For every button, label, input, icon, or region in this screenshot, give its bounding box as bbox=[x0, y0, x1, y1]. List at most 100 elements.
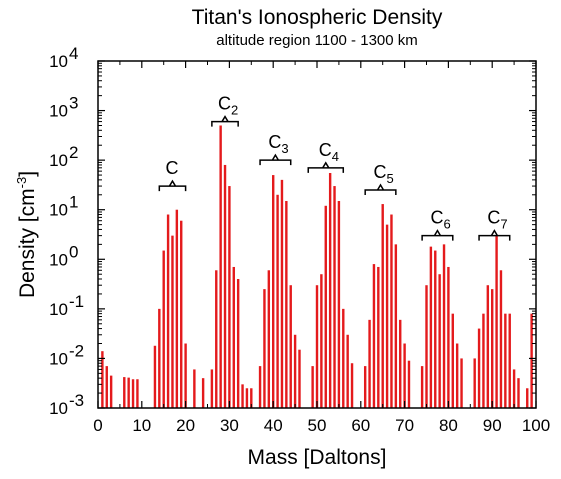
x-tick-label: 70 bbox=[395, 416, 414, 435]
bar-mass-46 bbox=[298, 349, 301, 408]
group-bracket bbox=[364, 183, 397, 195]
bar-mass-13 bbox=[153, 345, 157, 408]
bar-mass-9 bbox=[136, 379, 139, 408]
bar-mass-2 bbox=[105, 366, 108, 408]
bar-mass-18 bbox=[175, 209, 179, 408]
x-tick-label: 90 bbox=[483, 416, 502, 435]
bar-mass-50 bbox=[315, 285, 319, 408]
bar-mass-51 bbox=[320, 274, 323, 408]
x-tick-label: 40 bbox=[264, 416, 283, 435]
bar-mass-80 bbox=[447, 266, 450, 408]
group-label-subscript: 7 bbox=[500, 217, 507, 232]
bar-mass-29 bbox=[223, 164, 227, 408]
x-tick-label: 50 bbox=[308, 416, 327, 435]
y-axis-title-sup: -3 bbox=[14, 177, 29, 189]
y-tick-exponent: 3 bbox=[69, 94, 78, 113]
bar-mass-39 bbox=[267, 270, 271, 408]
bar-mass-34 bbox=[245, 388, 249, 408]
bar-mass-7 bbox=[127, 377, 130, 408]
group-bracket bbox=[421, 229, 454, 241]
bar-mass-74 bbox=[420, 366, 424, 408]
bar-mass-40 bbox=[272, 175, 275, 408]
bar-mass-16 bbox=[166, 214, 170, 408]
bar-mass-77 bbox=[434, 250, 437, 408]
group-label: C7 bbox=[487, 208, 507, 232]
bar-mass-95 bbox=[512, 369, 516, 408]
bar-mass-1 bbox=[101, 351, 104, 408]
bar-mass-8 bbox=[131, 379, 135, 408]
bar-mass-49 bbox=[311, 366, 314, 408]
x-tick-label: 20 bbox=[176, 416, 195, 435]
bar-mass-65 bbox=[381, 204, 384, 408]
bar-mass-83 bbox=[460, 358, 463, 408]
bar-mass-15 bbox=[162, 250, 165, 408]
bar-mass-68 bbox=[394, 244, 398, 408]
bar-mass-55 bbox=[337, 200, 341, 408]
bar-mass-99 bbox=[530, 313, 533, 408]
y-axis-title-end: ] bbox=[16, 171, 39, 177]
bar-mass-31 bbox=[232, 266, 235, 408]
group-bracket bbox=[307, 161, 345, 173]
bar-mass-82 bbox=[455, 343, 459, 408]
bar-mass-57 bbox=[346, 334, 349, 408]
bar-mass-70 bbox=[403, 343, 406, 408]
bar-mass-91 bbox=[495, 235, 498, 408]
group-label-subscript: 2 bbox=[231, 103, 238, 118]
group-label: C3 bbox=[268, 132, 288, 156]
bar-mass-17 bbox=[171, 235, 174, 408]
bar-mass-78 bbox=[438, 274, 441, 408]
bar-mass-44 bbox=[289, 285, 292, 408]
bar-mass-28 bbox=[219, 125, 222, 409]
bar-mass-79 bbox=[442, 244, 446, 408]
bar-mass-32 bbox=[236, 279, 240, 408]
x-tick-label: 80 bbox=[439, 416, 458, 435]
bars-layer bbox=[101, 125, 533, 409]
y-tick-label: 10 bbox=[49, 349, 68, 368]
x-tick-label: 100 bbox=[522, 416, 550, 435]
bar-mass-67 bbox=[390, 214, 393, 408]
y-tick-exponent: 2 bbox=[69, 143, 78, 162]
bar-mass-42 bbox=[280, 179, 284, 408]
bar-mass-27 bbox=[215, 270, 218, 408]
bar-mass-63 bbox=[372, 264, 376, 408]
bar-mass-22 bbox=[193, 369, 196, 408]
bar-mass-6 bbox=[123, 377, 126, 408]
y-tick-label: 10 bbox=[49, 300, 68, 319]
chart-title: Titan's Ionospheric Density bbox=[191, 6, 443, 29]
bar-mass-93 bbox=[504, 313, 507, 408]
x-tick-label: 10 bbox=[132, 416, 151, 435]
y-axis-title: Density [cm-3] bbox=[14, 171, 39, 298]
bar-mass-20 bbox=[184, 343, 187, 408]
group-label: C bbox=[165, 158, 178, 178]
group-label: C2 bbox=[218, 94, 238, 118]
bar-mass-56 bbox=[342, 308, 345, 408]
bar-mass-94 bbox=[508, 313, 511, 408]
bar-mass-54 bbox=[333, 186, 336, 408]
bar-mass-38 bbox=[263, 289, 266, 408]
x-tick-label: 60 bbox=[351, 416, 370, 435]
bar-mass-41 bbox=[276, 194, 279, 408]
bar-mass-69 bbox=[399, 319, 402, 408]
group-bracket bbox=[158, 179, 187, 192]
y-tick-exponent: -2 bbox=[69, 341, 84, 360]
bar-mass-90 bbox=[491, 289, 494, 408]
bar-mass-86 bbox=[473, 358, 476, 408]
group-bracket bbox=[259, 153, 292, 166]
y-tick-exponent: -3 bbox=[69, 391, 84, 410]
x-tick-label: 30 bbox=[220, 416, 239, 435]
y-tick-label: 10 bbox=[49, 102, 68, 121]
group-label: C5 bbox=[374, 162, 394, 186]
y-tick-exponent: 0 bbox=[69, 242, 78, 261]
bar-mass-53 bbox=[328, 173, 332, 408]
group-label: C4 bbox=[319, 140, 339, 164]
y-tick-exponent: 1 bbox=[69, 193, 78, 212]
group-bracket bbox=[211, 115, 239, 127]
bar-mass-89 bbox=[486, 285, 490, 408]
bar-mass-3 bbox=[109, 375, 113, 408]
y-tick-label: 10 bbox=[49, 52, 68, 71]
bar-mass-33 bbox=[241, 384, 244, 408]
y-tick-label: 10 bbox=[49, 399, 68, 418]
y-axis-title-main: Density [cm bbox=[16, 188, 39, 298]
